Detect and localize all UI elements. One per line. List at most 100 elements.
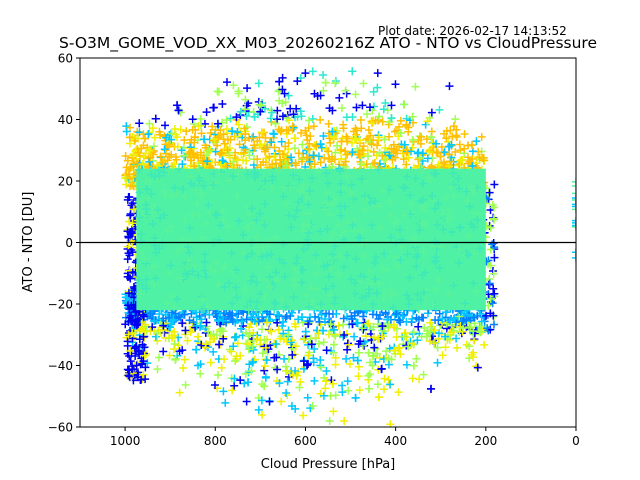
data-point (455, 223, 464, 232)
data-point (411, 174, 420, 183)
data-point (233, 293, 242, 302)
data-point (304, 228, 313, 237)
data-point (272, 268, 281, 277)
data-point (366, 358, 375, 367)
data-point (153, 336, 162, 345)
data-point (127, 311, 136, 320)
data-point (347, 149, 356, 158)
data-point (150, 279, 159, 288)
data-point (233, 167, 242, 176)
data-point (387, 114, 396, 123)
y-tick-label: 0 (65, 236, 73, 250)
data-point (349, 216, 358, 225)
data-point (257, 325, 266, 334)
data-point (308, 67, 317, 76)
data-point (250, 316, 259, 325)
data-point (169, 303, 178, 312)
data-point (290, 144, 299, 153)
data-point (254, 405, 263, 414)
data-point (248, 272, 257, 281)
data-point (328, 127, 337, 136)
data-point (392, 309, 401, 318)
data-point (301, 126, 310, 135)
data-point (125, 174, 134, 183)
data-point (260, 104, 269, 113)
data-point (128, 219, 137, 228)
y-axis-ticks: 60 40 20 0 −20 −40 −60 (48, 52, 80, 435)
data-point (134, 275, 143, 284)
data-point (278, 112, 287, 121)
data-point (357, 174, 366, 183)
data-point (375, 311, 384, 320)
data-point (252, 334, 261, 343)
data-point (409, 234, 418, 243)
data-point (217, 324, 226, 333)
data-point (331, 353, 340, 362)
data-point (397, 242, 406, 251)
data-point (444, 289, 453, 298)
data-point (122, 180, 131, 189)
data-point (283, 377, 292, 386)
data-point (463, 196, 472, 205)
data-point (473, 363, 482, 372)
data-point (341, 147, 350, 156)
data-point (204, 303, 213, 312)
data-point (381, 288, 390, 297)
data-point (384, 360, 393, 369)
data-point (292, 371, 301, 380)
data-point (270, 353, 279, 362)
data-point (364, 371, 373, 380)
data-point (265, 273, 274, 282)
data-point (191, 185, 200, 194)
data-point (273, 106, 282, 115)
data-point (232, 113, 241, 122)
data-point (243, 170, 252, 179)
data-point (343, 377, 352, 386)
data-point (338, 184, 347, 193)
data-point (572, 189, 576, 198)
data-point (371, 344, 380, 353)
data-point (328, 250, 337, 259)
data-point (234, 216, 243, 225)
data-point (348, 138, 357, 147)
data-point (369, 87, 378, 96)
data-point (148, 124, 157, 133)
data-point (160, 132, 169, 141)
data-point (137, 237, 146, 246)
data-point (385, 151, 394, 160)
data-point (348, 320, 357, 329)
data-point (467, 350, 476, 359)
data-point (460, 144, 469, 153)
data-point (324, 129, 333, 138)
data-point (161, 121, 170, 130)
data-point (572, 202, 576, 211)
data-point (181, 269, 190, 278)
data-point (282, 199, 291, 208)
data-point (455, 160, 464, 169)
data-point (185, 149, 194, 158)
data-point (226, 114, 235, 123)
data-point (257, 396, 266, 405)
data-point (488, 299, 497, 308)
data-point (362, 196, 371, 205)
data-point (316, 227, 325, 236)
data-point (246, 297, 255, 306)
data-point (173, 142, 182, 151)
data-point (221, 261, 230, 270)
data-point (273, 318, 282, 327)
data-point (291, 159, 300, 168)
data-point (223, 78, 232, 87)
data-point (274, 166, 283, 175)
data-point (484, 280, 493, 289)
data-point (477, 132, 486, 141)
data-point (375, 112, 384, 121)
data-point (358, 324, 367, 333)
data-point (288, 122, 297, 131)
data-point (419, 370, 428, 379)
data-point (402, 172, 411, 181)
data-point (363, 110, 372, 119)
data-point (374, 314, 383, 323)
data-point (230, 374, 239, 383)
data-point (184, 255, 193, 264)
data-point (373, 141, 382, 150)
